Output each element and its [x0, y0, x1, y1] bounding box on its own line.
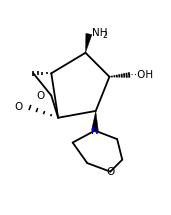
Polygon shape — [86, 33, 92, 53]
Text: O: O — [36, 91, 44, 101]
Text: ···OH: ···OH — [127, 70, 154, 80]
Text: 2: 2 — [103, 31, 108, 40]
Text: O: O — [106, 167, 114, 177]
Text: N: N — [91, 126, 99, 136]
Polygon shape — [91, 111, 98, 131]
Text: O: O — [15, 103, 23, 112]
Text: NH: NH — [92, 28, 108, 38]
